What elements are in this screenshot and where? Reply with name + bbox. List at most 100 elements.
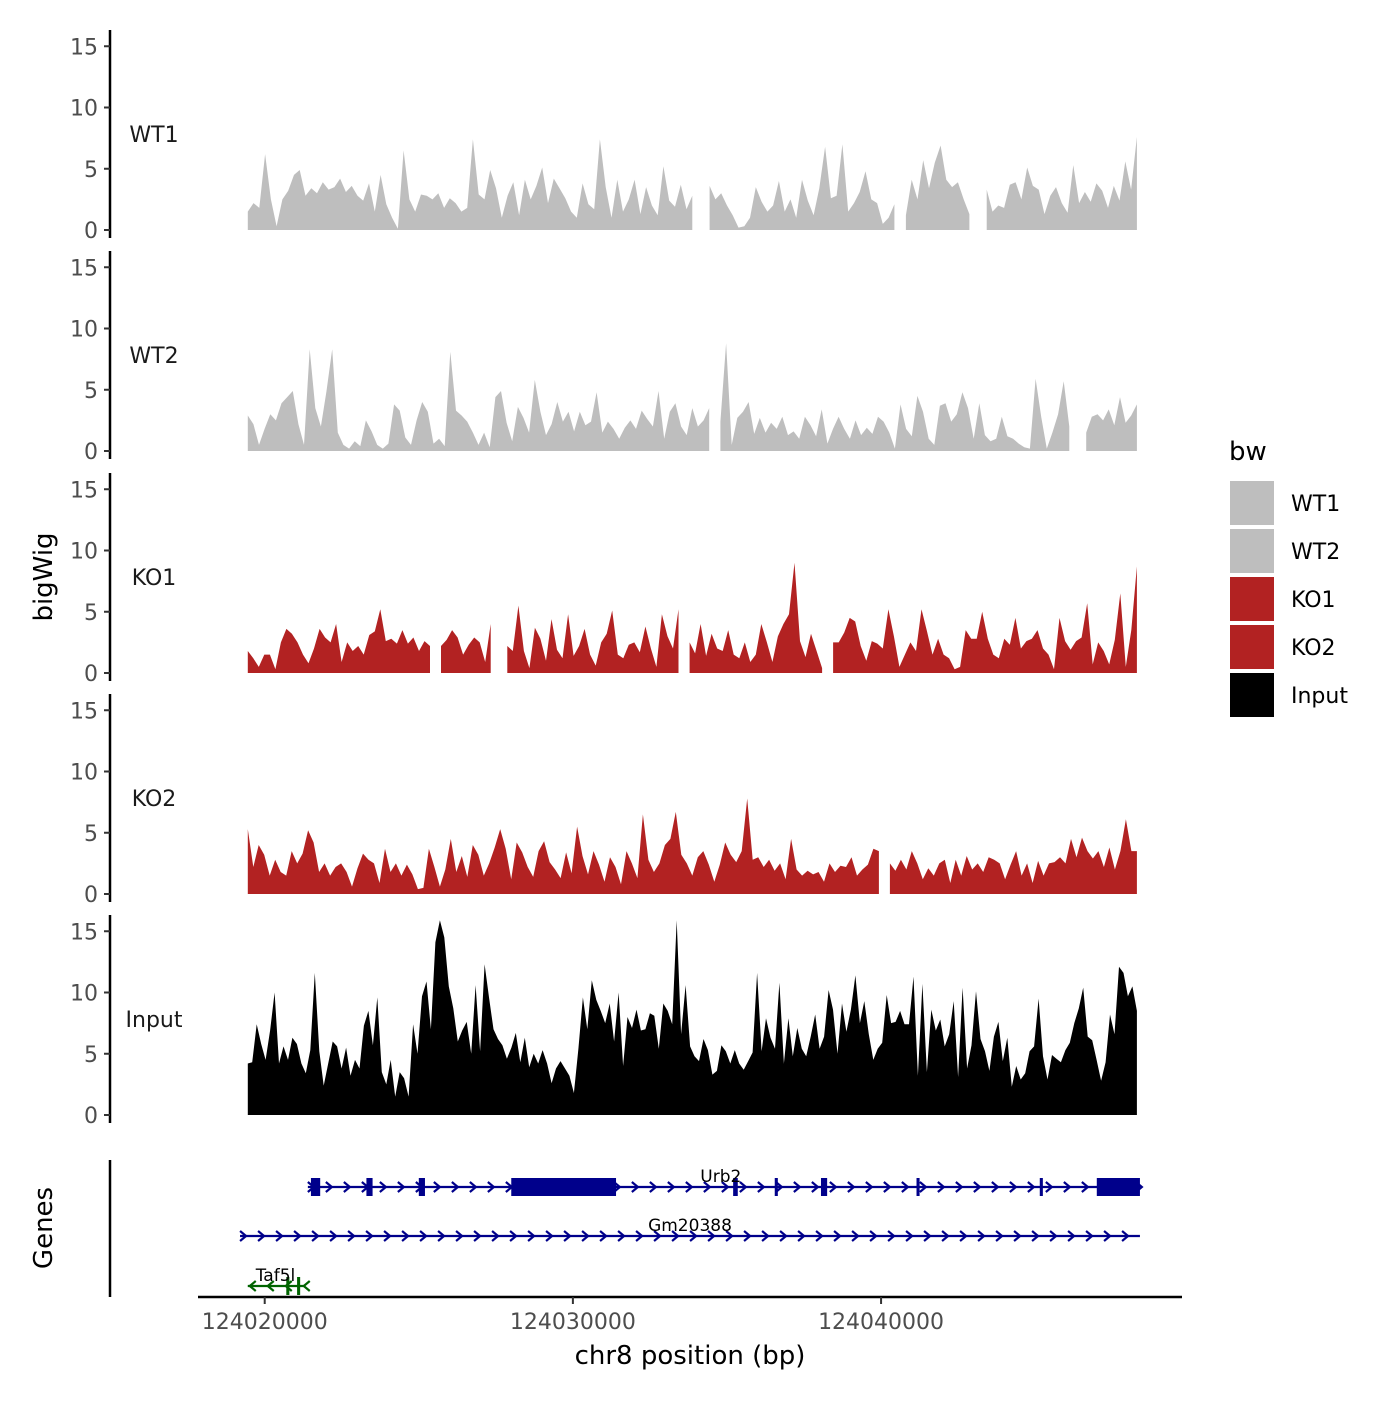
y-tick-label-ko2-0: 0 — [84, 883, 98, 908]
strand-chevron-gm20388-45 — [1049, 1230, 1058, 1242]
track-label-input: Input — [126, 1008, 183, 1033]
strand-chevron-gm20388-17 — [545, 1230, 554, 1242]
strand-chevron-urb2-36 — [955, 1181, 964, 1193]
strand-chevron-urb2-29 — [829, 1181, 838, 1193]
strand-chevron-urb2-18 — [631, 1181, 640, 1193]
strand-chevron-gm20388-25 — [689, 1230, 698, 1242]
strand-chevron-urb2-21 — [685, 1181, 694, 1193]
y-tick-label-wt1-5: 5 — [84, 158, 98, 183]
y-tick-label-wt2-0: 0 — [84, 440, 98, 465]
strand-chevron-gm20388-8 — [383, 1230, 392, 1242]
strand-chevron-gm20388-47 — [1085, 1230, 1094, 1242]
strand-chevron-urb2-10 — [487, 1181, 496, 1193]
strand-chevron-gm20388-5 — [329, 1230, 338, 1242]
y-tick-label-wt1-0: 0 — [84, 219, 98, 244]
strand-chevron-gm20388-30 — [779, 1230, 788, 1242]
strand-chevron-gm20388-48 — [1103, 1230, 1112, 1242]
strand-chevron-gm20388-23 — [653, 1230, 662, 1242]
exon-urb2-4 — [733, 1178, 738, 1196]
strand-chevron-gm20388-43 — [1013, 1230, 1022, 1242]
strand-chevron-taf5l-2 — [284, 1280, 293, 1292]
y-tick-label-ko2-5: 5 — [84, 822, 98, 847]
strand-chevron-urb2-5 — [397, 1181, 406, 1193]
strand-chevron-urb2-28 — [811, 1181, 820, 1193]
gene-label-gm20388: Gm20388 — [648, 1216, 732, 1236]
strand-chevron-gm20388-33 — [833, 1230, 842, 1242]
exon-urb2-2 — [418, 1178, 425, 1196]
strand-chevron-taf5l-1 — [266, 1280, 275, 1292]
strand-chevron-gm20388-14 — [491, 1230, 500, 1242]
strand-chevron-gm20388-9 — [401, 1230, 410, 1242]
x-tick-label-124030000: 124030000 — [510, 1310, 636, 1335]
strand-chevron-gm20388-40 — [959, 1230, 968, 1242]
strand-chevron-gm20388-24 — [671, 1230, 680, 1242]
strand-chevron-urb2-23 — [721, 1181, 730, 1193]
strand-chevron-gm20388-7 — [365, 1230, 374, 1242]
x-tick-label-124020000: 124020000 — [202, 1310, 328, 1335]
track-label-ko2: KO2 — [132, 787, 177, 812]
strand-chevron-taf5l-0 — [248, 1280, 257, 1292]
y-tick-label-wt1-10: 10 — [70, 97, 98, 122]
strand-chevron-urb2-24 — [739, 1181, 748, 1193]
legend-label-wt1: WT1 — [1291, 492, 1340, 517]
strand-chevron-gm20388-34 — [851, 1230, 860, 1242]
strand-chevron-urb2-39 — [1009, 1181, 1018, 1193]
strand-chevron-urb2-26 — [775, 1181, 784, 1193]
strand-chevron-taf5l-3 — [302, 1280, 311, 1292]
strand-chevron-gm20388-10 — [419, 1230, 428, 1242]
strand-chevron-urb2-41 — [1045, 1181, 1054, 1193]
legend-label-input: Input — [1291, 684, 1348, 709]
strand-chevron-urb2-32 — [883, 1181, 892, 1193]
y-tick-label-ko2-10: 10 — [70, 761, 98, 786]
strand-chevron-gm20388-1 — [257, 1230, 266, 1242]
exon-urb2-6 — [820, 1178, 828, 1196]
strand-chevron-gm20388-13 — [473, 1230, 482, 1242]
track-label-wt2: WT2 — [129, 344, 178, 369]
legend-label-ko1: KO1 — [1291, 588, 1336, 613]
area-wt1-segment-2 — [905, 145, 970, 230]
strand-chevron-gm20388-26 — [707, 1230, 716, 1242]
y-tick-label-ko1-15: 15 — [70, 478, 98, 503]
strand-chevron-gm20388-21 — [617, 1230, 626, 1242]
legend-swatch-input — [1230, 673, 1274, 717]
strand-chevron-gm20388-6 — [347, 1230, 356, 1242]
strand-chevron-gm20388-22 — [635, 1230, 644, 1242]
strand-chevron-urb2-25 — [757, 1181, 766, 1193]
legend-title: bw — [1229, 437, 1267, 467]
strand-chevron-gm20388-37 — [905, 1230, 914, 1242]
strand-chevron-gm20388-38 — [923, 1230, 932, 1242]
strand-chevron-gm20388-39 — [941, 1230, 950, 1242]
area-wt1-segment-0 — [247, 139, 693, 230]
legend-label-wt2: WT2 — [1291, 540, 1340, 565]
area-wt1-segment-1 — [709, 144, 895, 230]
y-tick-label-wt2-5: 5 — [84, 379, 98, 404]
strand-chevron-urb2-9 — [469, 1181, 478, 1193]
area-wt2-segment-2 — [1086, 397, 1137, 451]
area-wt1-segment-3 — [986, 136, 1137, 230]
strand-chevron-gm20388-44 — [1031, 1230, 1040, 1242]
strand-chevron-gm20388-32 — [815, 1230, 824, 1242]
y-tick-label-input-5: 5 — [84, 1043, 98, 1068]
y-axis-label-genes: Genes — [29, 1187, 59, 1269]
area-ko1-segment-4 — [833, 566, 1137, 673]
exon-taf5l-0 — [286, 1277, 290, 1295]
strand-chevron-urb2-27 — [793, 1181, 802, 1193]
exon-urb2-5 — [774, 1178, 778, 1196]
legend-swatch-wt2 — [1230, 529, 1274, 573]
area-wt2-segment-1 — [720, 343, 1070, 451]
strand-chevron-urb2-34 — [919, 1181, 928, 1193]
track-label-ko1: KO1 — [132, 566, 177, 591]
area-ko1-segment-2 — [507, 605, 679, 673]
strand-chevron-urb2-1 — [325, 1181, 334, 1193]
strand-chevron-urb2-35 — [937, 1181, 946, 1193]
strand-chevron-urb2-19 — [649, 1181, 658, 1193]
strand-chevron-gm20388-16 — [527, 1230, 536, 1242]
legend-swatch-wt1 — [1230, 481, 1274, 525]
y-axis-label-bigwig: bigWig — [29, 532, 59, 621]
strand-chevron-gm20388-42 — [995, 1230, 1004, 1242]
strand-chevron-gm20388-18 — [563, 1230, 572, 1242]
y-tick-label-input-10: 10 — [70, 982, 98, 1007]
y-tick-label-input-15: 15 — [70, 920, 98, 945]
